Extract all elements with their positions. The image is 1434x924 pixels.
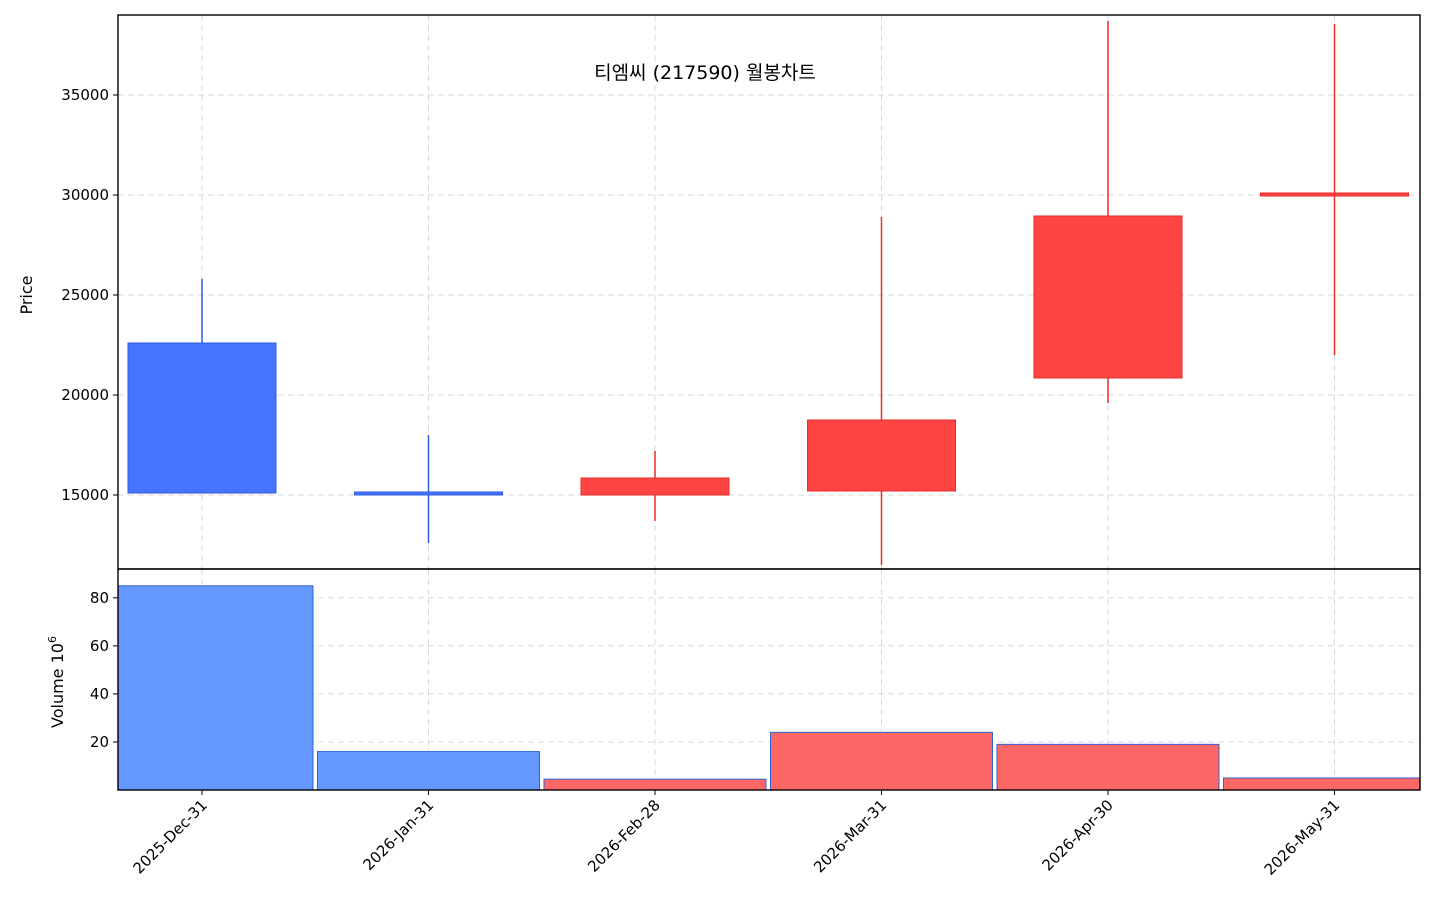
price-y-axis: 15000 20000 25000 30000 35000 — [61, 86, 118, 504]
price-axis-label: Price — [17, 275, 36, 314]
chart-title: 티엠씨 (217590) 월봉차트 — [594, 62, 816, 84]
date-tick-label: 2025-Dec-31 — [129, 796, 210, 877]
price-tick-label: 30000 — [61, 186, 109, 204]
date-x-axis: 2025-Dec-31 2026-Jan-31 2026-Feb-28 2026-Ma… — [129, 790, 1343, 879]
candle-body — [354, 491, 503, 496]
volume-bar — [317, 751, 540, 791]
date-tick-label: 2026-Apr-30 — [1039, 796, 1117, 874]
price-panel-frame — [117, 14, 1421, 570]
price-tick-label: 15000 — [61, 486, 109, 504]
date-tick-label: 2026-Jan-31 — [360, 796, 438, 874]
volume-axis-label-text: Volume — [48, 668, 67, 728]
volume-y-axis: 20 40 60 80 — [90, 589, 118, 751]
candle-body — [1033, 215, 1183, 379]
price-tick-label: 25000 — [61, 286, 109, 304]
volume-bar — [543, 778, 767, 791]
price-grid — [118, 15, 1420, 569]
candles — [127, 21, 1409, 565]
date-tick-label: 2026-May-31 — [1261, 796, 1344, 879]
volume-tick-label: 20 — [90, 733, 109, 751]
volume-bar — [1223, 777, 1421, 791]
candle-body — [1260, 192, 1409, 197]
volume-grid — [118, 569, 1420, 790]
volume-bar — [117, 585, 314, 791]
volume-bars — [117, 585, 1421, 791]
date-tick-label: 2026-Feb-28 — [584, 796, 664, 876]
volume-axis-label-exponent: 6 — [46, 636, 59, 643]
volume-tick-label: 60 — [90, 637, 109, 655]
volume-bar — [996, 743, 1220, 791]
volume-panel-frame — [117, 568, 1421, 791]
price-tick-label: 35000 — [61, 86, 109, 104]
price-tick-label: 20000 — [61, 386, 109, 404]
candle-body — [580, 477, 730, 496]
candle-body — [807, 419, 956, 492]
volume-bar — [770, 731, 993, 791]
volume-tick-label: 80 — [90, 589, 109, 607]
volume-tick-label: 40 — [90, 685, 109, 703]
volume-axis-label: Volume 106 — [46, 636, 67, 728]
date-tick-label: 2026-Mar-31 — [810, 796, 890, 876]
candle-body — [127, 342, 277, 494]
